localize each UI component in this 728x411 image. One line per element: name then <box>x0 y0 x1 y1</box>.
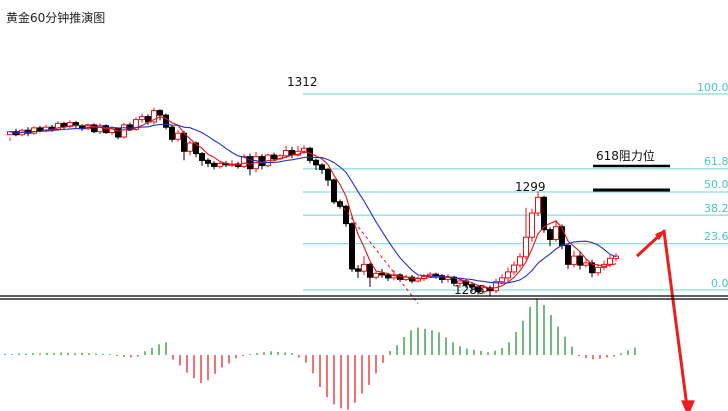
label-mid-high: 1299 <box>515 180 546 194</box>
candle-body <box>529 212 535 238</box>
candle-body <box>595 266 601 274</box>
candle-body <box>211 162 217 167</box>
candle-body <box>67 122 73 127</box>
candle-body <box>379 272 385 276</box>
candle-body <box>385 274 391 279</box>
forecast-arrowhead <box>681 400 695 411</box>
candle-body <box>301 147 307 152</box>
candle-body <box>121 124 127 138</box>
candle-body <box>31 127 37 134</box>
candles <box>7 107 619 296</box>
fib-label: 23.6 <box>704 230 728 243</box>
candle-body <box>271 154 277 160</box>
candle-body <box>415 278 421 282</box>
ma-slow-line <box>9 123 617 284</box>
candle-body <box>259 156 265 167</box>
candle-body <box>205 159 211 164</box>
candle-body <box>553 226 559 240</box>
oscillator <box>4 298 636 410</box>
candle-body <box>523 236 529 258</box>
candle-body <box>451 276 457 284</box>
candle-body <box>181 132 187 152</box>
candle-body <box>469 284 475 288</box>
candle-body <box>139 116 145 121</box>
candle-body <box>475 286 481 292</box>
candle-body <box>151 110 157 123</box>
candle-body <box>157 110 163 116</box>
label-low: 1286 <box>454 283 485 297</box>
candle-body <box>547 229 553 240</box>
candle-body <box>313 159 319 166</box>
candle-body <box>319 164 325 170</box>
candle-body <box>283 150 289 157</box>
fib-label: 50.0 <box>704 178 728 191</box>
candle-body <box>217 162 223 167</box>
candle-body <box>571 255 577 265</box>
fib-label: 61.8 <box>704 155 728 168</box>
candle-body <box>607 257 613 265</box>
chart-title: 黄金60分钟推演图 <box>6 10 105 25</box>
candle-body <box>115 128 121 138</box>
candle-body <box>487 287 493 292</box>
fib-label: 0.0 <box>711 277 728 290</box>
candle-body <box>361 263 367 272</box>
fib-label: 38.2 <box>704 202 728 215</box>
fib-label: 100.0 <box>697 81 728 94</box>
candle-body <box>499 277 505 283</box>
ma-fast-line <box>9 116 617 289</box>
candle-body <box>61 122 67 127</box>
candle-body <box>433 273 439 277</box>
label-resistance: 618阻力位 <box>596 148 655 163</box>
moving-averages <box>9 116 617 304</box>
label-high: 1312 <box>287 75 318 89</box>
fib-grid <box>303 93 728 291</box>
forecast-path <box>635 229 695 411</box>
candle-body <box>187 142 193 152</box>
candle-body <box>331 179 337 203</box>
candle-body <box>535 196 541 214</box>
candle-body <box>325 168 331 181</box>
candle-body <box>517 256 523 266</box>
candle-body <box>247 156 253 170</box>
candle-body <box>577 255 583 266</box>
candle-body <box>241 156 247 167</box>
candle-body <box>493 281 499 292</box>
candle-body <box>481 287 487 293</box>
candle-body <box>349 223 355 270</box>
candle-body <box>355 268 361 272</box>
candle-body <box>367 263 373 278</box>
candle-body <box>169 126 175 140</box>
candle-body <box>457 280 463 284</box>
candle-body <box>511 264 517 273</box>
candle-body <box>85 124 91 130</box>
candle-body <box>409 276 415 282</box>
candle-body <box>163 114 169 128</box>
candle-body <box>193 142 199 155</box>
candle-body <box>589 262 595 274</box>
candle-body <box>505 271 511 279</box>
candle-body <box>583 262 589 266</box>
candle-body <box>439 275 445 281</box>
candle-body <box>565 245 571 265</box>
candle-body <box>127 124 133 130</box>
candle-body <box>541 196 547 231</box>
forecast-line <box>635 229 690 411</box>
candle-body <box>199 153 205 161</box>
candle-body <box>133 119 139 130</box>
candle-body <box>373 272 379 278</box>
candle-body <box>91 124 97 133</box>
candle-body <box>175 132 181 140</box>
candle-body <box>397 274 403 280</box>
candle-body <box>97 125 103 133</box>
forecast-arrowhead <box>655 229 666 241</box>
candle-body <box>559 226 565 246</box>
